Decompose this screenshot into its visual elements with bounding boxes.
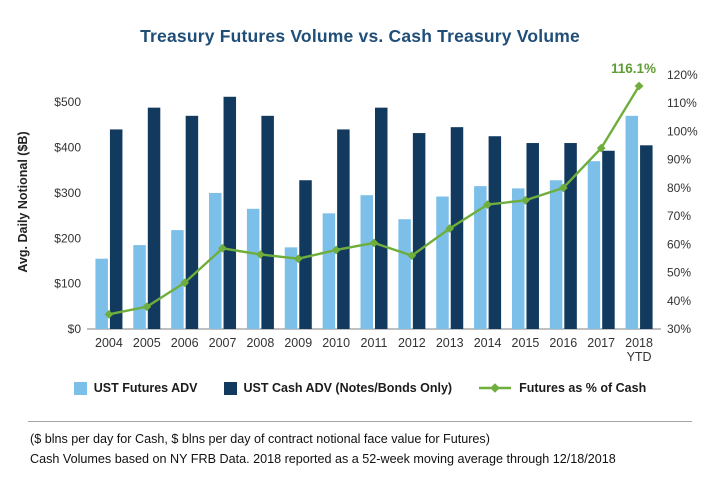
- x-tick-note: YTD: [627, 350, 652, 364]
- x-tick-2016: 2016: [549, 336, 577, 350]
- bar-cash-2017: [602, 150, 615, 329]
- percent-marker-2007: [218, 243, 227, 253]
- bar-futures-2004: [95, 258, 108, 329]
- x-tick-2014: 2014: [474, 336, 502, 350]
- bar-cash-2016: [564, 143, 577, 329]
- y-right-tick-40: 40%: [667, 294, 691, 308]
- x-tick-2005: 2005: [133, 336, 161, 350]
- legend-line-diamond-icon: [479, 383, 512, 393]
- percent-marker-2005: [142, 302, 152, 312]
- bar-cash-2006: [185, 115, 199, 329]
- chart-title: Treasury Futures Volume vs. Cash Treasur…: [140, 26, 580, 46]
- bar-futures-2005: [133, 245, 146, 329]
- percent-marker-2008: [256, 250, 265, 259]
- x-tick-2015: 2015: [512, 336, 540, 350]
- x-tick-2011: 2011: [361, 336, 388, 350]
- bar-cash-2014: [488, 136, 502, 329]
- x-tick-2008: 2008: [246, 336, 274, 350]
- y-left-tick-0: $0: [68, 322, 82, 336]
- bar-cash-2005: [147, 107, 161, 330]
- bar-cash-2013: [450, 127, 464, 330]
- annotation-last-percent: 116.1%: [611, 61, 656, 76]
- percent-marker-2015: [521, 195, 530, 205]
- bar-futures-2012: [398, 219, 411, 329]
- x-tick-2010: 2010: [322, 336, 350, 350]
- legend-item-futures: UST Futures ADV: [73, 381, 198, 395]
- bar-cash-2007: [223, 96, 237, 329]
- bar-cash-2009: [299, 180, 312, 329]
- bar-futures-2014: [474, 186, 487, 329]
- legend-swatch-cash-icon: [223, 381, 237, 395]
- chart-svg: $0 $100 $200 $300 $400 $500 30% 40% 50% 60% 70% 80%…: [16, 61, 698, 364]
- x-tick-2004: 2004: [95, 336, 123, 350]
- bar-cash-2011: [375, 107, 388, 330]
- percent-marker-2018: [634, 81, 644, 91]
- bar-futures-2009: [284, 247, 298, 329]
- y-right-tick-50: 50%: [667, 266, 691, 280]
- bar-futures-2007: [209, 192, 222, 329]
- percent-marker-2013: [445, 224, 455, 233]
- y-left-tick-100: $100: [54, 277, 81, 291]
- legend-item-cash: UST Cash ADV (Notes/Bonds Only): [223, 381, 453, 395]
- bar-cash-2012: [412, 133, 426, 329]
- x-tick-2017: 2017: [587, 336, 615, 350]
- percent-marker-2014: [483, 200, 492, 209]
- x-tick-2018: 2018: [625, 336, 653, 350]
- x-tick-2013: 2013: [436, 336, 464, 350]
- y-left-tick-400: $400: [54, 141, 81, 155]
- bar-cash-2010: [337, 129, 350, 329]
- percent-marker-2017: [596, 143, 606, 153]
- bar-futures-2006: [171, 230, 184, 329]
- footnote-line-2: Cash Volumes based on NY FRB Data. 2018 …: [30, 451, 616, 466]
- y-right-tick-120: 120%: [667, 68, 698, 82]
- bar-cash-2004: [109, 129, 123, 329]
- footnote-line-1: ($ blns per day for Cash, $ blns per day…: [30, 432, 490, 446]
- legend-label-percent: Futures as % of Cash: [519, 381, 647, 395]
- x-tick-2012: 2012: [398, 336, 426, 350]
- y-right-tick-60: 60%: [667, 237, 691, 251]
- y-left-tick-500: $500: [54, 95, 81, 109]
- y-left-tick-300: $300: [54, 186, 81, 200]
- x-tick-2007: 2007: [209, 336, 237, 350]
- y-right-tick-70: 70%: [667, 209, 691, 223]
- footnotes: ($ blns per day for Cash, $ blns per day…: [0, 430, 720, 469]
- percent-marker-2012: [407, 251, 417, 261]
- percent-marker-2004: [104, 309, 114, 319]
- y-right-tick-90: 90%: [667, 153, 691, 167]
- legend: UST Futures ADV UST Cash ADV (Notes/Bond…: [0, 381, 720, 395]
- y-right-tick-30: 30%: [667, 322, 691, 336]
- bar-futures-2016: [549, 180, 563, 329]
- bar-futures-2008: [246, 208, 260, 329]
- percent-marker-2006: [180, 278, 190, 288]
- percent-marker-2016: [558, 183, 568, 193]
- y-left-tick-200: $200: [54, 231, 81, 245]
- percent-marker-2010: [331, 245, 341, 255]
- bar-futures-2011: [360, 195, 373, 329]
- legend-item-percent: Futures as % of Cash: [478, 381, 646, 395]
- legend-label-cash: UST Cash ADV (Notes/Bonds Only): [243, 381, 453, 395]
- bar-futures-2010: [322, 213, 336, 329]
- y-right-tick-110: 110%: [667, 96, 697, 110]
- bar-cash-2008: [261, 115, 274, 329]
- percent-marker-2011: [369, 238, 379, 248]
- bar-futures-2015: [511, 188, 525, 329]
- y-axis-title: Avg. Daily Notional ($B): [16, 131, 30, 272]
- bar-futures-2013: [436, 196, 449, 329]
- footnote-divider: [28, 421, 692, 422]
- y-right-tick-100: 100%: [667, 124, 698, 138]
- bar-futures-2017: [587, 161, 601, 329]
- bar-cash-2015: [526, 143, 539, 329]
- bar-futures-2018: [625, 115, 639, 329]
- x-tick-2009: 2009: [284, 336, 312, 350]
- bar-cash-2018: [640, 145, 653, 329]
- percent-marker-2009: [293, 254, 303, 264]
- y-right-tick-80: 80%: [667, 181, 691, 195]
- legend-swatch-futures-icon: [73, 381, 87, 395]
- legend-label-futures: UST Futures ADV: [93, 381, 198, 395]
- x-tick-2006: 2006: [171, 336, 199, 350]
